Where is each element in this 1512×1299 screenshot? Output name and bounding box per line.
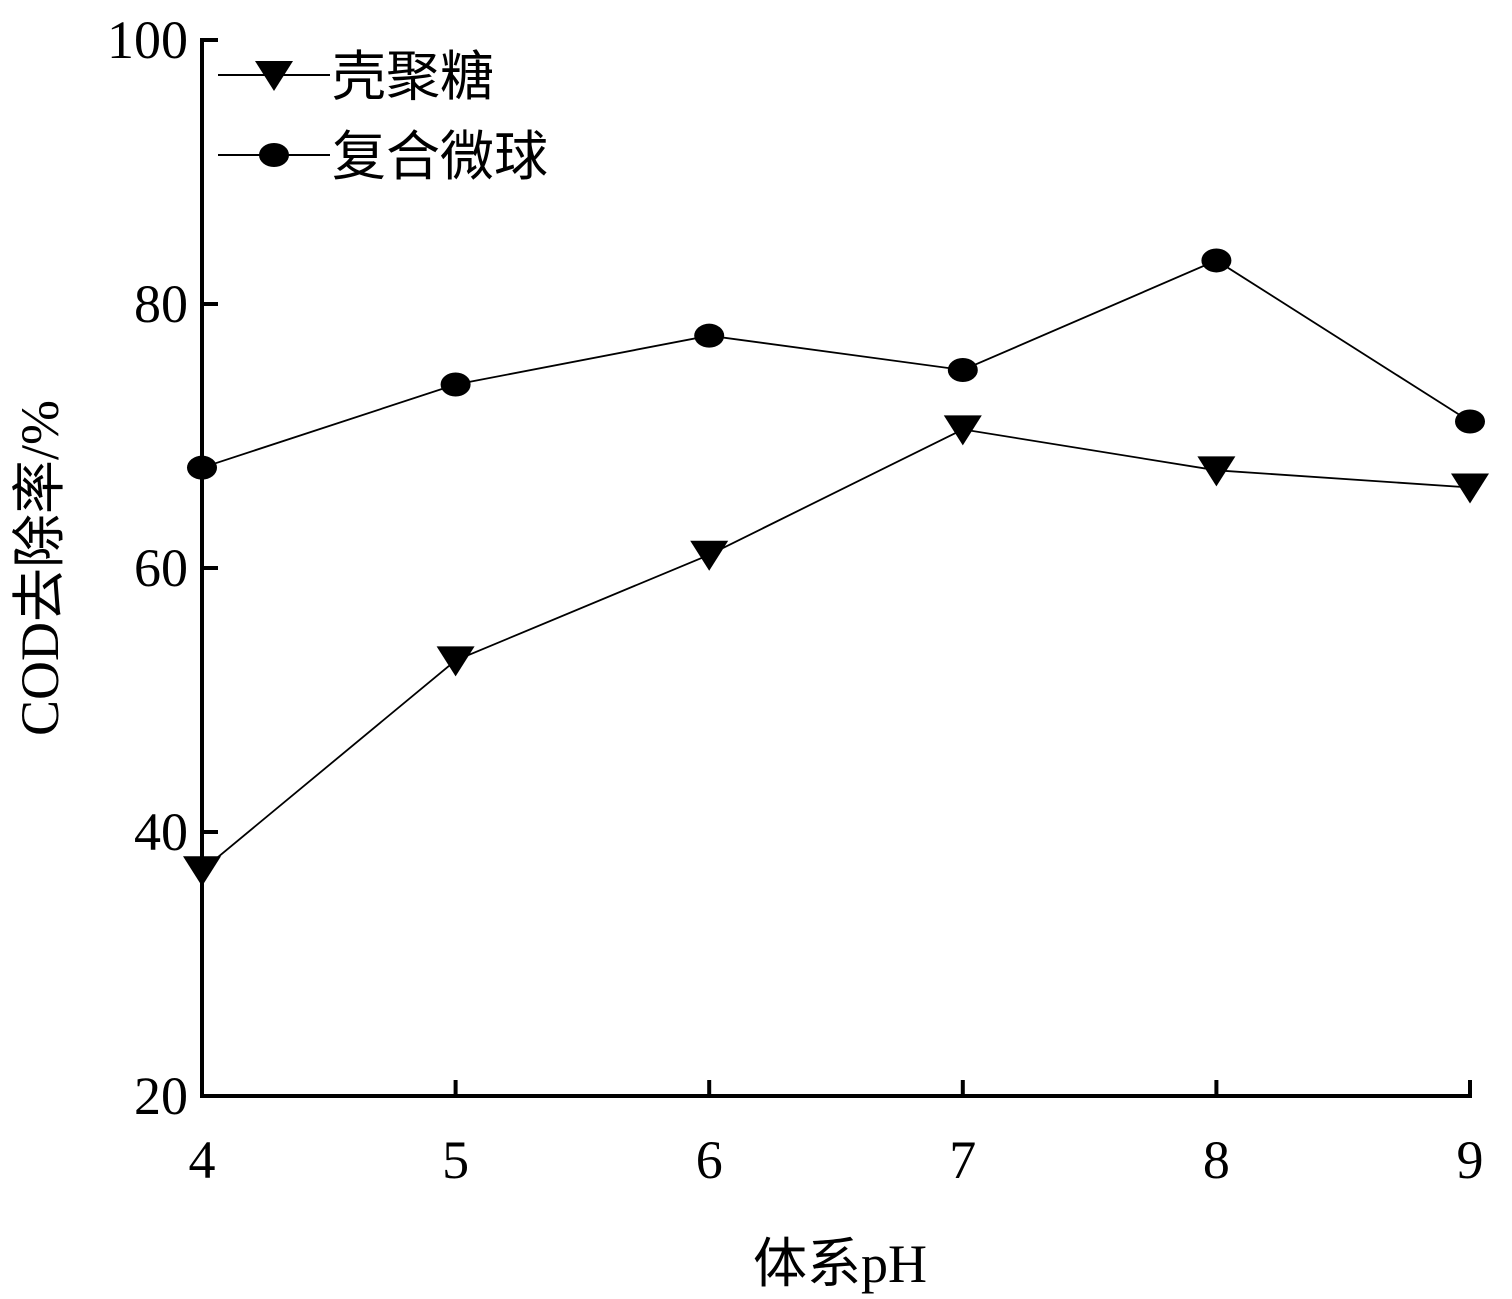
triangle-marker bbox=[943, 415, 982, 446]
triangle-marker bbox=[1451, 473, 1489, 504]
series-2 bbox=[187, 248, 1485, 480]
triangle-marker bbox=[1197, 456, 1236, 487]
series-line bbox=[201, 259, 1471, 469]
legend-item: 壳聚糖 bbox=[218, 47, 494, 107]
y-tick-label: 20 bbox=[134, 1066, 188, 1126]
x-tick-label: 6 bbox=[696, 1130, 723, 1190]
legend-item: 复合微球 bbox=[218, 127, 548, 187]
circle-marker bbox=[947, 358, 978, 382]
x-tick-label: 4 bbox=[189, 1130, 216, 1190]
y-tick-label: 40 bbox=[134, 802, 188, 862]
circle-marker bbox=[694, 323, 725, 348]
legend-circle-marker bbox=[259, 143, 289, 167]
triangle-marker bbox=[690, 540, 729, 571]
legend-triangle-marker bbox=[255, 61, 293, 91]
x-axis-label: 体系pH bbox=[753, 1234, 927, 1294]
x-tick-label: 9 bbox=[1457, 1130, 1484, 1190]
x-tick-label: 5 bbox=[442, 1130, 469, 1190]
axes: 4 5 6 7 8 9 20 40 60 80 100 bbox=[107, 10, 1484, 1190]
triangle-marker bbox=[183, 856, 221, 887]
legend-label: 复合微球 bbox=[332, 127, 548, 187]
y-tick-label: 80 bbox=[134, 274, 188, 334]
series-line bbox=[201, 428, 1471, 871]
triangle-marker bbox=[436, 646, 475, 677]
y-axis-label: COD去除率/% bbox=[10, 400, 70, 736]
circle-marker bbox=[1455, 409, 1485, 434]
circle-marker bbox=[440, 372, 471, 397]
circle-marker bbox=[187, 455, 217, 480]
y-tick-label: 100 bbox=[107, 10, 188, 70]
x-tick-label: 7 bbox=[949, 1130, 976, 1190]
legend-label: 壳聚糖 bbox=[332, 47, 494, 107]
circle-marker bbox=[1201, 248, 1232, 273]
series-1 bbox=[183, 415, 1489, 887]
x-tick-label: 8 bbox=[1203, 1130, 1230, 1190]
series-group bbox=[183, 248, 1489, 887]
y-tick-label: 60 bbox=[134, 538, 188, 598]
